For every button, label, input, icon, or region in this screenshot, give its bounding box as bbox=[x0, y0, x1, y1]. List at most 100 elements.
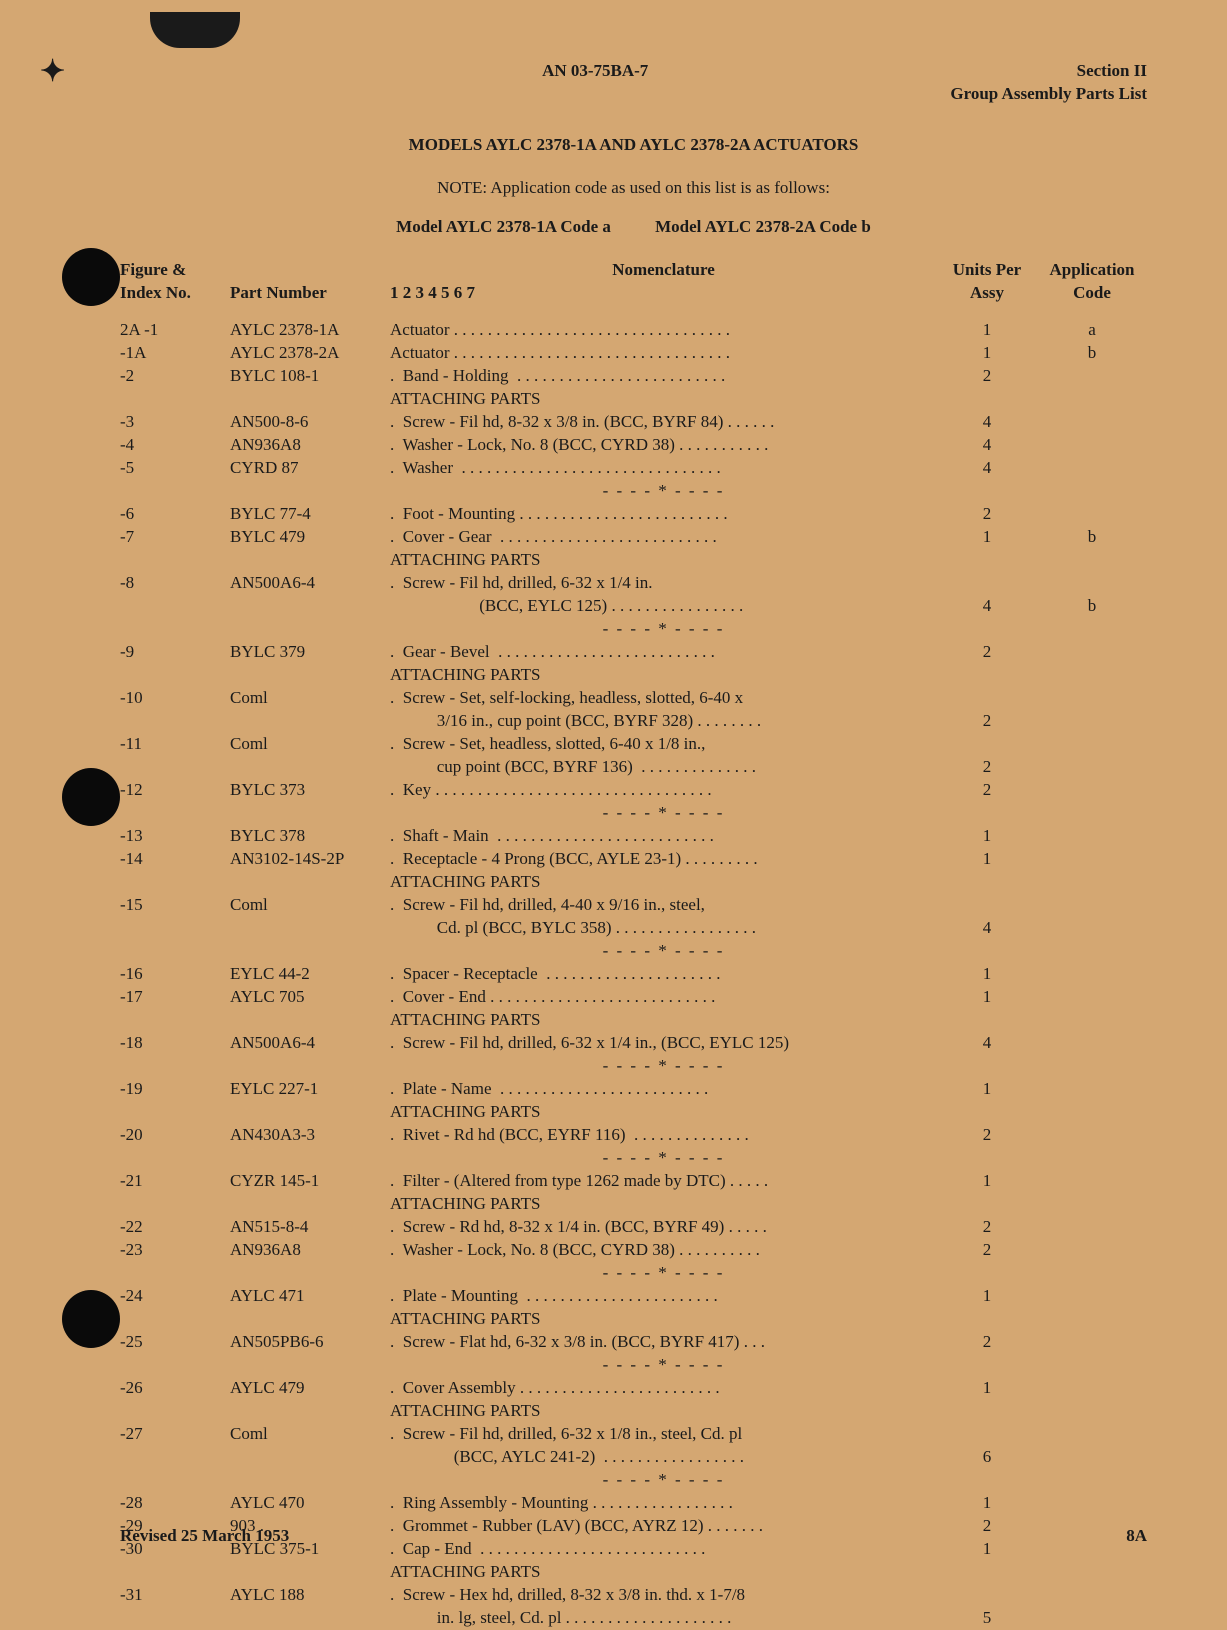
units-per-assy: 4 bbox=[937, 917, 1037, 940]
nomenclature: . Foot - Mounting . . . . . . . . . . . … bbox=[390, 503, 937, 526]
table-row: ATTACHING PARTS bbox=[120, 1193, 1147, 1216]
nomenclature: (BCC, EYLC 125) . . . . . . . . . . . . … bbox=[390, 595, 937, 618]
table-row: 2A -1AYLC 2378-1AActuator . . . . . . . … bbox=[120, 319, 1147, 342]
figure-index: -10 bbox=[120, 687, 230, 710]
part-number: BYLC 108-1 bbox=[230, 365, 390, 388]
binder-hole bbox=[62, 248, 120, 306]
application-code: b bbox=[1037, 342, 1147, 365]
table-row: -1AAYLC 2378-2AActuator . . . . . . . . … bbox=[120, 342, 1147, 365]
table-row: -15Coml. Screw - Fil hd, drilled, 4-40 x… bbox=[120, 894, 1147, 917]
separator: - - - - * - - - - bbox=[390, 1469, 937, 1492]
figure-index: -5 bbox=[120, 457, 230, 480]
table-row: -17AYLC 705. Cover - End . . . . . . . .… bbox=[120, 986, 1147, 1009]
units-per-assy: 4 bbox=[937, 1032, 1037, 1055]
units-per-assy: 1 bbox=[937, 1377, 1037, 1400]
part-number: BYLC 373 bbox=[230, 779, 390, 802]
table-row: -31AYLC 188. Screw - Hex hd, drilled, 8-… bbox=[120, 1584, 1147, 1607]
page-number: 8A bbox=[1126, 1525, 1147, 1548]
part-number: Coml bbox=[230, 687, 390, 710]
table-row: ATTACHING PARTS bbox=[120, 1101, 1147, 1124]
part-number: CYZR 145-1 bbox=[230, 1170, 390, 1193]
separator: - - - - * - - - - bbox=[390, 618, 937, 641]
figure-index: -26 bbox=[120, 1377, 230, 1400]
column-headers: Figure & Index No. Part Number Nomenclat… bbox=[120, 259, 1147, 305]
nomenclature: ATTACHING PARTS bbox=[390, 871, 937, 894]
table-row: ATTACHING PARTS bbox=[120, 871, 1147, 894]
units-per-assy: 2 bbox=[937, 365, 1037, 388]
figure-index: -27 bbox=[120, 1423, 230, 1446]
figure-index: -13 bbox=[120, 825, 230, 848]
units-per-assy: 2 bbox=[937, 503, 1037, 526]
table-row: -24AYLC 471. Plate - Mounting . . . . . … bbox=[120, 1285, 1147, 1308]
table-row: -10Coml. Screw - Set, self-locking, head… bbox=[120, 687, 1147, 710]
units-per-assy: 4 bbox=[937, 411, 1037, 434]
nomenclature: ATTACHING PARTS bbox=[390, 388, 937, 411]
nomenclature: cup point (BCC, BYRF 136) . . . . . . . … bbox=[390, 756, 937, 779]
table-row: -4AN936A8. Washer - Lock, No. 8 (BCC, CY… bbox=[120, 434, 1147, 457]
figure-index: -28 bbox=[120, 1492, 230, 1515]
table-row: 3/16 in., cup point (BCC, BYRF 328) . . … bbox=[120, 710, 1147, 733]
part-number: AN515-8-4 bbox=[230, 1216, 390, 1239]
part-number: AYLC 471 bbox=[230, 1285, 390, 1308]
units-per-assy: 1 bbox=[937, 1078, 1037, 1101]
units-per-assy: 1 bbox=[937, 342, 1037, 365]
units-per-assy: 1 bbox=[937, 1492, 1037, 1515]
table-row: -26AYLC 479. Cover Assembly . . . . . . … bbox=[120, 1377, 1147, 1400]
nomenclature: . Screw - Fil hd, drilled, 4-40 x 9/16 i… bbox=[390, 894, 937, 917]
units-per-assy: 4 bbox=[937, 434, 1037, 457]
table-row: -2BYLC 108-1. Band - Holding . . . . . .… bbox=[120, 365, 1147, 388]
figure-index: -11 bbox=[120, 733, 230, 756]
nomenclature: ATTACHING PARTS bbox=[390, 1400, 937, 1423]
part-number: AYLC 705 bbox=[230, 986, 390, 1009]
units-per-assy: 1 bbox=[937, 986, 1037, 1009]
revision-date: Revised 25 March 1953 bbox=[120, 1525, 289, 1548]
table-row: - - - - * - - - - bbox=[120, 802, 1147, 825]
table-row: (BCC, AYLC 241-2) . . . . . . . . . . . … bbox=[120, 1446, 1147, 1469]
table-row: - - - - * - - - - bbox=[120, 618, 1147, 641]
nomenclature: ATTACHING PARTS bbox=[390, 1308, 937, 1331]
part-number: BYLC 379 bbox=[230, 641, 390, 664]
nomenclature: . Spacer - Receptacle . . . . . . . . . … bbox=[390, 963, 937, 986]
figure-index: -6 bbox=[120, 503, 230, 526]
table-row: -6BYLC 77-4. Foot - Mounting . . . . . .… bbox=[120, 503, 1147, 526]
separator: - - - - * - - - - bbox=[390, 1055, 937, 1078]
table-row: -13BYLC 378. Shaft - Main . . . . . . . … bbox=[120, 825, 1147, 848]
part-number: Coml bbox=[230, 894, 390, 917]
nomenclature: . Washer . . . . . . . . . . . . . . . .… bbox=[390, 457, 937, 480]
nomenclature: ATTACHING PARTS bbox=[390, 1561, 937, 1584]
nomenclature: Cd. pl (BCC, BYLC 358) . . . . . . . . .… bbox=[390, 917, 937, 940]
nomenclature: . Cover - Gear . . . . . . . . . . . . .… bbox=[390, 526, 937, 549]
nomenclature: . Screw - Set, self-locking, headless, s… bbox=[390, 687, 937, 710]
figure-index: -7 bbox=[120, 526, 230, 549]
nomenclature: . Screw - Rd hd, 8-32 x 1/4 in. (BCC, BY… bbox=[390, 1216, 937, 1239]
part-number: AN500-8-6 bbox=[230, 411, 390, 434]
table-row: ATTACHING PARTS bbox=[120, 388, 1147, 411]
units-per-assy: 1 bbox=[937, 848, 1037, 871]
table-row: - - - - * - - - - bbox=[120, 1262, 1147, 1285]
table-row: - - - - * - - - - bbox=[120, 1469, 1147, 1492]
nomenclature: Actuator . . . . . . . . . . . . . . . .… bbox=[390, 319, 937, 342]
units-per-assy: 1 bbox=[937, 1285, 1037, 1308]
nomenclature: . Screw - Fil hd, 8-32 x 3/8 in. (BCC, B… bbox=[390, 411, 937, 434]
nomenclature: ATTACHING PARTS bbox=[390, 549, 937, 572]
nomenclature: Actuator . . . . . . . . . . . . . . . .… bbox=[390, 342, 937, 365]
part-number: Coml bbox=[230, 733, 390, 756]
application-code: b bbox=[1037, 526, 1147, 549]
nomenclature: . Gear - Bevel . . . . . . . . . . . . .… bbox=[390, 641, 937, 664]
figure-index: -12 bbox=[120, 779, 230, 802]
table-row: ATTACHING PARTS bbox=[120, 1400, 1147, 1423]
separator: - - - - * - - - - bbox=[390, 480, 937, 503]
paper-mark: ✦ bbox=[40, 52, 65, 93]
figure-index: -22 bbox=[120, 1216, 230, 1239]
table-row: -19EYLC 227-1. Plate - Name . . . . . . … bbox=[120, 1078, 1147, 1101]
part-number: AYLC 470 bbox=[230, 1492, 390, 1515]
separator: - - - - * - - - - bbox=[390, 1147, 937, 1170]
separator: - - - - * - - - - bbox=[390, 940, 937, 963]
table-row: -9BYLC 379. Gear - Bevel . . . . . . . .… bbox=[120, 641, 1147, 664]
nomenclature: ATTACHING PARTS bbox=[390, 664, 937, 687]
page-header: AN 03-75BA-7 Section II Group Assembly P… bbox=[120, 60, 1147, 106]
figure-index: -18 bbox=[120, 1032, 230, 1055]
figure-index: -17 bbox=[120, 986, 230, 1009]
table-row: -11Coml. Screw - Set, headless, slotted,… bbox=[120, 733, 1147, 756]
units-per-assy: 2 bbox=[937, 1239, 1037, 1262]
